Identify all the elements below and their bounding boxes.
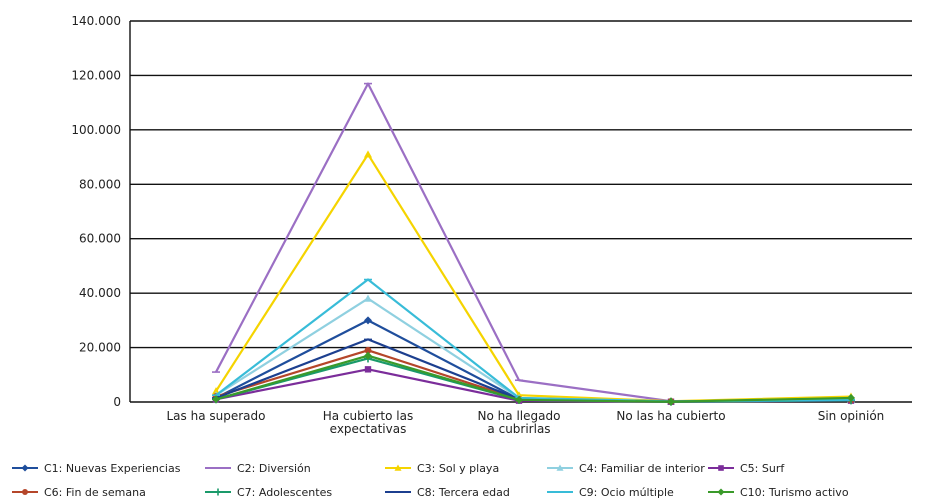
legend-label: C3: Sol y playa [417, 462, 499, 475]
legend-label: C2: Diversión [237, 462, 311, 475]
legend-item: C1: Nuevas Experiencias [12, 462, 181, 475]
x-tick-label: Sin opinión [818, 409, 885, 423]
y-tick-label: 20.000 [79, 341, 121, 355]
series-8 [212, 338, 855, 403]
legend-label: C8: Tercera edad [417, 486, 510, 499]
legend-item: C6: Fin de semana [12, 486, 146, 499]
series-1 [212, 316, 855, 406]
legend-item: C2: Diversión [205, 462, 311, 475]
legend-label: C6: Fin de semana [44, 486, 146, 499]
data-point [364, 366, 372, 373]
data-point [364, 150, 372, 158]
data-point [214, 488, 222, 496]
series-3 [212, 150, 855, 405]
y-tick-label: 120.000 [71, 68, 121, 82]
legend-label: C9: Ocio múltiple [579, 486, 674, 499]
data-point [364, 351, 372, 360]
data-point [364, 294, 372, 302]
data-point [515, 395, 523, 404]
x-tick-label: No las ha cubierto [616, 409, 725, 423]
series-10 [212, 351, 855, 406]
legend-item: C7: Adolescentes [205, 486, 332, 499]
legend-label: C5: Surf [740, 462, 785, 475]
data-point [717, 488, 725, 496]
data-point [22, 489, 28, 495]
y-tick-label: 140.000 [71, 14, 121, 28]
data-point [718, 465, 724, 471]
data-point [21, 464, 29, 472]
data-point [364, 316, 372, 325]
y-tick-label: 40.000 [79, 286, 121, 300]
gridlines [130, 20, 912, 403]
legend-item: C8: Tercera edad [385, 486, 510, 499]
series-lines [212, 82, 855, 406]
data-point [556, 464, 564, 471]
series-2 [212, 82, 855, 403]
legend-label: C1: Nuevas Experiencias [44, 462, 181, 475]
legend: C1: Nuevas Experiencias C2: Diversión C3: … [12, 462, 849, 499]
x-tick-label: Ha cubierto las expectativas [323, 409, 413, 436]
y-tick-label: 0 [113, 395, 121, 409]
legend-item: C4: Familiar de interior [547, 462, 705, 475]
y-tick-label: 80.000 [79, 177, 121, 191]
y-tick-label: 60.000 [79, 232, 121, 246]
legend-label: C7: Adolescentes [237, 486, 332, 499]
x-axis: Las ha superado Ha cubierto las expectativ… [167, 409, 885, 436]
data-point [364, 346, 372, 354]
data-point [667, 397, 675, 406]
series-line [215, 349, 852, 403]
data-point [212, 395, 220, 404]
y-tick-label: 100.000 [71, 123, 121, 137]
y-axis: 0 20.000 40.000 60.000 80.000 100.000 120.000 1… [71, 14, 131, 409]
data-point [847, 393, 855, 402]
x-tick-label: No ha llegado a cubrirlas [478, 409, 561, 436]
legend-item: C10: Turismo activo [708, 486, 849, 499]
legend-label: C10: Turismo activo [740, 486, 849, 499]
x-tick-label: Las ha superado [167, 409, 266, 423]
legend-label: C4: Familiar de interior [579, 462, 705, 475]
legend-item: C5: Surf [708, 462, 785, 475]
data-point [394, 464, 402, 471]
legend-item: C9: Ocio múltiple [547, 486, 674, 499]
legend-item: C3: Sol y playa [385, 462, 499, 475]
